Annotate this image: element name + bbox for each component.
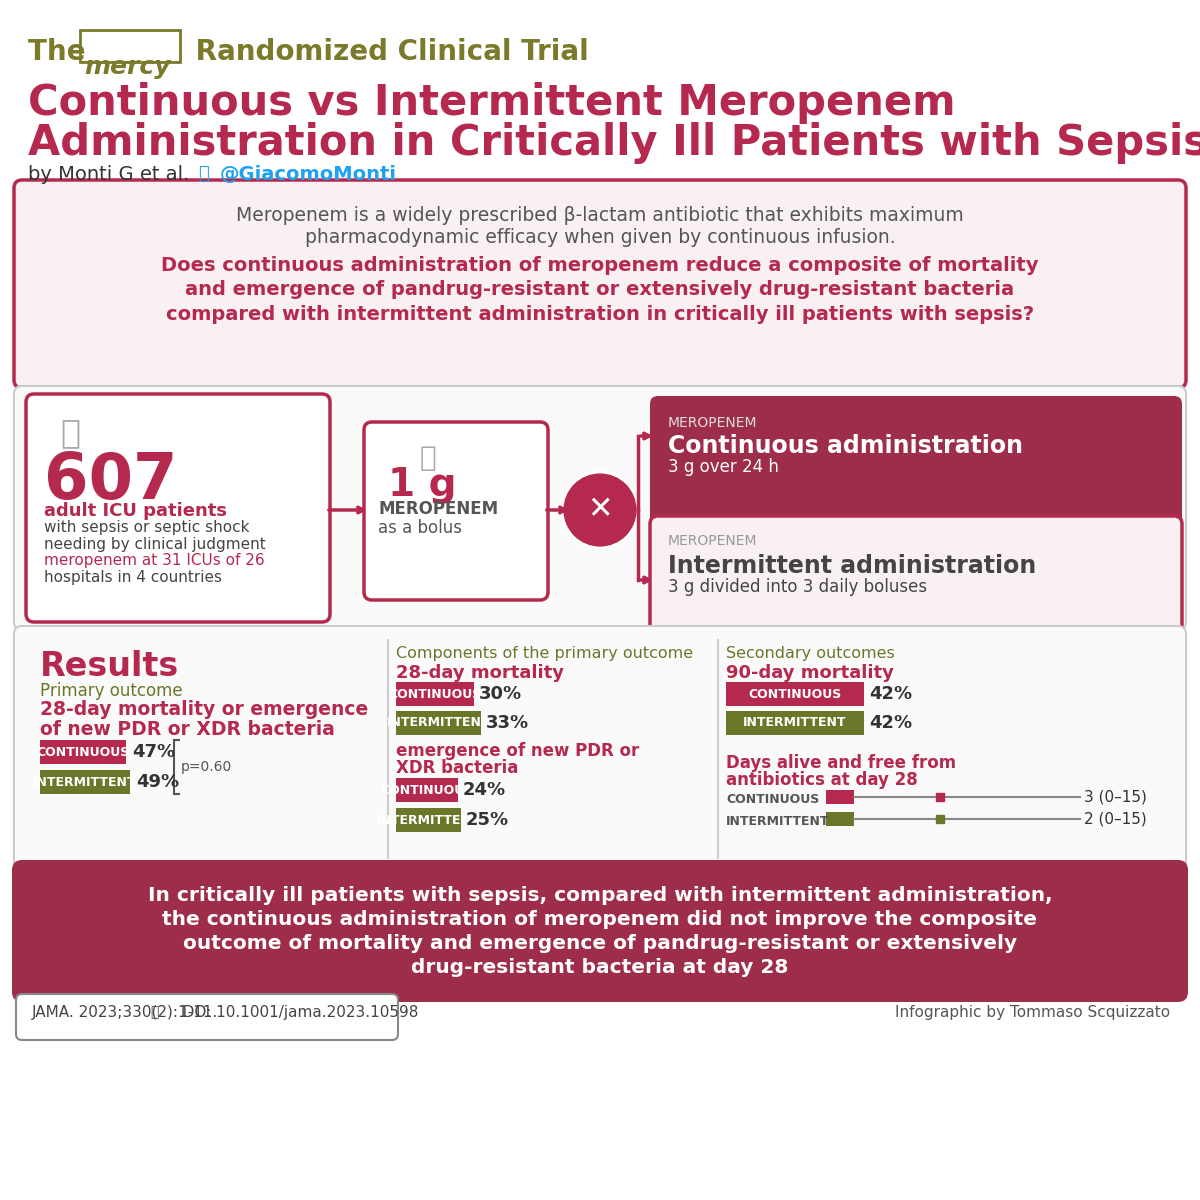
Text: 42%: 42% — [869, 714, 912, 732]
Text: 90-day mortality: 90-day mortality — [726, 664, 894, 682]
Text: needing by clinical judgment: needing by clinical judgment — [44, 538, 265, 552]
Text: Components of the primary outcome: Components of the primary outcome — [396, 646, 694, 661]
FancyBboxPatch shape — [14, 386, 1186, 630]
Text: Administration in Critically Ill Patients with Sepsis: Administration in Critically Ill Patient… — [28, 122, 1200, 164]
Text: Randomized Clinical Trial: Randomized Clinical Trial — [186, 38, 589, 66]
Bar — [826, 812, 854, 826]
Text: Continuous administration: Continuous administration — [668, 434, 1022, 458]
Bar — [726, 682, 864, 706]
Text: 1 g: 1 g — [388, 466, 456, 504]
Text: as a bolus: as a bolus — [378, 518, 462, 538]
Text: Does continuous administration of meropenem reduce a composite of mortality: Does continuous administration of merope… — [161, 256, 1039, 275]
Text: MEROPENEM: MEROPENEM — [668, 534, 757, 548]
Bar — [396, 710, 481, 734]
Text: Infographic by Tommaso Scquizzato: Infographic by Tommaso Scquizzato — [895, 1004, 1170, 1020]
Bar — [826, 790, 854, 804]
FancyBboxPatch shape — [364, 422, 548, 600]
Text: 🐦: 🐦 — [198, 164, 209, 182]
Text: ✕: ✕ — [587, 496, 613, 524]
Text: drug-resistant bacteria at day 28: drug-resistant bacteria at day 28 — [412, 958, 788, 977]
Text: Results: Results — [40, 650, 179, 683]
Bar — [396, 808, 461, 832]
FancyBboxPatch shape — [16, 994, 398, 1040]
Text: antibiotics at day 28: antibiotics at day 28 — [726, 770, 918, 790]
Text: 🛏: 🛏 — [60, 416, 80, 449]
Text: @GiacomoMonti: @GiacomoMonti — [220, 164, 397, 184]
Text: 24%: 24% — [463, 781, 506, 799]
FancyBboxPatch shape — [650, 516, 1182, 646]
Text: The: The — [28, 38, 95, 66]
Text: 3 g over 24 h: 3 g over 24 h — [668, 458, 779, 476]
Text: p=0.60: p=0.60 — [181, 760, 233, 774]
Text: CONTINUOUS: CONTINUOUS — [36, 745, 130, 758]
Text: CONTINUOUS: CONTINUOUS — [749, 688, 841, 701]
Text: 42%: 42% — [869, 685, 912, 703]
Text: XDR bacteria: XDR bacteria — [396, 758, 518, 778]
Text: 💉: 💉 — [420, 444, 437, 472]
Bar — [726, 710, 864, 734]
Bar — [80, 30, 180, 62]
Text: hospitals in 4 countries: hospitals in 4 countries — [44, 570, 222, 584]
Text: 2 (0–15): 2 (0–15) — [1084, 811, 1147, 827]
Text: 25%: 25% — [466, 811, 509, 829]
Text: 607: 607 — [44, 450, 178, 512]
Text: compared with intermittent administration in critically ill patients with sepsis: compared with intermittent administratio… — [166, 305, 1034, 324]
FancyBboxPatch shape — [26, 394, 330, 622]
Text: Days alive and free from: Days alive and free from — [726, 754, 956, 772]
Text: with sepsis or septic shock: with sepsis or septic shock — [44, 520, 250, 535]
Text: and emergence of pandrug-resistant or extensively drug-resistant bacteria: and emergence of pandrug-resistant or ex… — [186, 280, 1014, 299]
Text: CONTINUOUS: CONTINUOUS — [389, 688, 481, 701]
Text: Continuous vs Intermittent Meropenem: Continuous vs Intermittent Meropenem — [28, 82, 955, 124]
Text: Meropenem is a widely prescribed β-lactam antibiotic that exhibits maximum: Meropenem is a widely prescribed β-lacta… — [236, 206, 964, 226]
Bar — [40, 740, 126, 764]
Text: INTERMITTENT: INTERMITTENT — [34, 775, 137, 788]
Text: pharmacodynamic efficacy when given by continuous infusion.: pharmacodynamic efficacy when given by c… — [305, 228, 895, 247]
Circle shape — [562, 472, 638, 548]
Text: INTERMITTENT: INTERMITTENT — [743, 716, 847, 730]
Text: the continuous administration of meropenem did not improve the composite: the continuous administration of meropen… — [162, 910, 1038, 929]
Text: 🔗: 🔗 — [150, 1006, 158, 1019]
Bar — [396, 778, 458, 802]
Text: DO: 10.1001/jama.2023.10598: DO: 10.1001/jama.2023.10598 — [168, 1004, 419, 1020]
FancyBboxPatch shape — [14, 180, 1186, 388]
Text: Secondary outcomes: Secondary outcomes — [726, 646, 895, 661]
Text: outcome of mortality and emergence of pandrug-resistant or extensively: outcome of mortality and emergence of pa… — [182, 934, 1018, 953]
Text: meropenem at 31 ICUs of 26: meropenem at 31 ICUs of 26 — [44, 553, 265, 568]
FancyBboxPatch shape — [14, 626, 1186, 870]
Text: 47%: 47% — [132, 743, 175, 761]
FancyBboxPatch shape — [12, 860, 1188, 1002]
Text: INTERMITTENT: INTERMITTENT — [726, 815, 829, 828]
Text: INTERMITTENT: INTERMITTENT — [386, 716, 491, 730]
Text: Primary outcome: Primary outcome — [40, 682, 182, 700]
Text: of new PDR or XDR bacteria: of new PDR or XDR bacteria — [40, 720, 335, 739]
Text: 3 g divided into 3 daily boluses: 3 g divided into 3 daily boluses — [668, 578, 928, 596]
Bar — [40, 770, 130, 794]
Text: 33%: 33% — [486, 714, 529, 732]
Text: 49%: 49% — [136, 773, 179, 791]
Text: 3 (0–15): 3 (0–15) — [1084, 790, 1147, 804]
Text: adult ICU patients: adult ICU patients — [44, 502, 227, 520]
Text: MEROPENEM: MEROPENEM — [378, 500, 498, 518]
Text: Intermittent administration: Intermittent administration — [668, 554, 1037, 578]
Text: 28-day mortality: 28-day mortality — [396, 664, 564, 682]
Text: In critically ill patients with sepsis, compared with intermittent administratio: In critically ill patients with sepsis, … — [148, 886, 1052, 905]
Text: CONTINUOUS: CONTINUOUS — [380, 784, 474, 797]
Text: INTERMITTENT: INTERMITTENT — [377, 814, 480, 827]
Text: 28-day mortality or emergence: 28-day mortality or emergence — [40, 700, 368, 719]
Text: by Monti G et al.: by Monti G et al. — [28, 164, 190, 184]
Bar — [396, 682, 474, 706]
Text: mercy: mercy — [84, 55, 170, 79]
Text: MEROPENEM: MEROPENEM — [668, 416, 757, 430]
Text: CONTINUOUS: CONTINUOUS — [726, 793, 820, 806]
Text: emergence of new PDR or: emergence of new PDR or — [396, 742, 640, 760]
Text: JAMA. 2023;330(2):1-11.: JAMA. 2023;330(2):1-11. — [32, 1004, 218, 1020]
Text: 30%: 30% — [479, 685, 522, 703]
FancyBboxPatch shape — [650, 396, 1182, 526]
